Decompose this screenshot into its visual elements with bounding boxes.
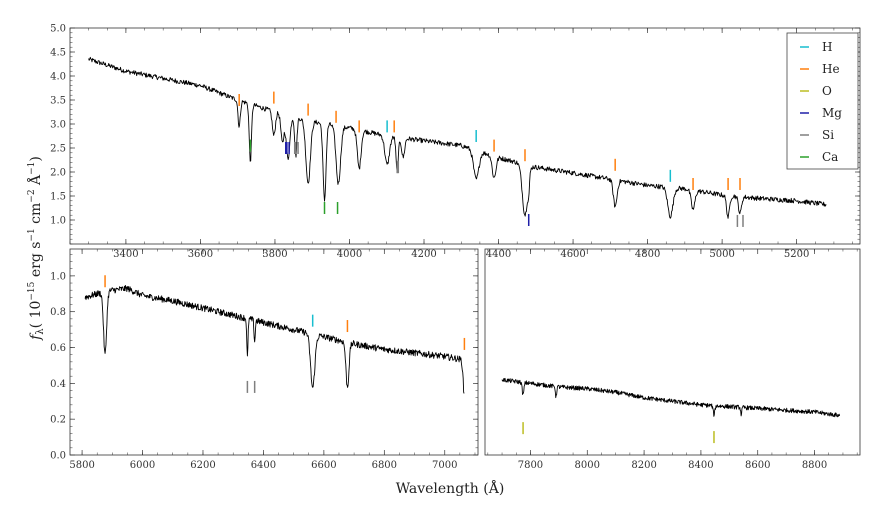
x-tick-label: 6800 <box>372 460 397 471</box>
legend-label-si: Si <box>822 128 834 142</box>
x-tick-label: 3800 <box>262 249 287 260</box>
x-tick-label: 4000 <box>337 249 362 260</box>
x-tick-label: 3400 <box>113 249 138 260</box>
y-tick-label: 2.5 <box>50 144 66 155</box>
y-tick-label: 0.2 <box>50 415 66 426</box>
y-tick-label: 5.0 <box>50 24 66 35</box>
y-axis-label: fλ( 10−15 erg s−1 cm−2 Å−1) <box>26 156 46 341</box>
x-tick-label: 8800 <box>802 460 827 471</box>
y-tick-label: 0.6 <box>50 343 66 354</box>
spectrum-line <box>501 377 841 418</box>
x-tick-label: 8600 <box>745 460 770 471</box>
plot-frame <box>484 248 861 456</box>
x-tick-label: 6400 <box>251 460 276 471</box>
x-tick-label: 8200 <box>631 460 656 471</box>
x-tick-label: 7800 <box>518 460 543 471</box>
y-tick-label: 1.0 <box>50 271 66 282</box>
legend-label-mg: Mg <box>822 106 842 120</box>
x-tick-label: 6600 <box>311 460 336 471</box>
legend-box <box>786 32 859 170</box>
legend: H He O Mg Si Ca <box>786 32 859 170</box>
y-tick-label: 0.0 <box>50 451 66 462</box>
panel-top: 3400 3600 3800 4000 4200 4400 4600 4800 5000 5200… <box>50 24 861 260</box>
x-axis-label: Wavelength (Å) <box>396 479 505 497</box>
plot-frame <box>69 27 861 245</box>
legend-label-ca: Ca <box>822 150 838 164</box>
y-tick-label: 4.5 <box>50 48 66 59</box>
legend-label-he: He <box>822 62 840 76</box>
x-tick-label: 6000 <box>130 460 155 471</box>
x-tick-label: 7000 <box>432 460 457 471</box>
legend-label-o: O <box>822 84 832 98</box>
x-tick-label: 8000 <box>575 460 600 471</box>
x-tick-label: 4400 <box>486 249 511 260</box>
x-tick-label: 4200 <box>411 249 436 260</box>
y-tick-label: 3.5 <box>50 96 66 107</box>
x-tick-label: 5000 <box>709 249 734 260</box>
y-tick-label: 3.0 <box>50 120 66 131</box>
x-tick-label: 4600 <box>560 249 585 260</box>
x-tick-label: 5800 <box>69 460 94 471</box>
plot-frame <box>69 248 479 456</box>
spectrum-line <box>88 56 827 219</box>
y-tick-label: 0.4 <box>50 379 66 390</box>
y-tick-label: 4.0 <box>50 72 66 83</box>
panel-bottom-left: 5800 6000 6200 6400 6600 6800 7000 0.0 0.2 0.4 0.6… <box>50 248 479 471</box>
y-tick-label: 1.0 <box>50 216 66 227</box>
spectrum-line <box>84 285 465 394</box>
legend-label-h: H <box>822 40 832 54</box>
x-tick-label: 6200 <box>190 460 215 471</box>
x-tick-label: 4800 <box>635 249 660 260</box>
x-tick-label: 5200 <box>784 249 809 260</box>
y-tick-label: 0.8 <box>50 307 66 318</box>
y-tick-label: 1.5 <box>50 192 66 203</box>
y-tick-label: 2.0 <box>50 168 66 179</box>
x-tick-label: 3600 <box>188 249 213 260</box>
x-tick-label: 8400 <box>688 460 713 471</box>
panel-bottom-right: 7800 8000 8200 8400 8600 8800 <box>484 248 861 471</box>
